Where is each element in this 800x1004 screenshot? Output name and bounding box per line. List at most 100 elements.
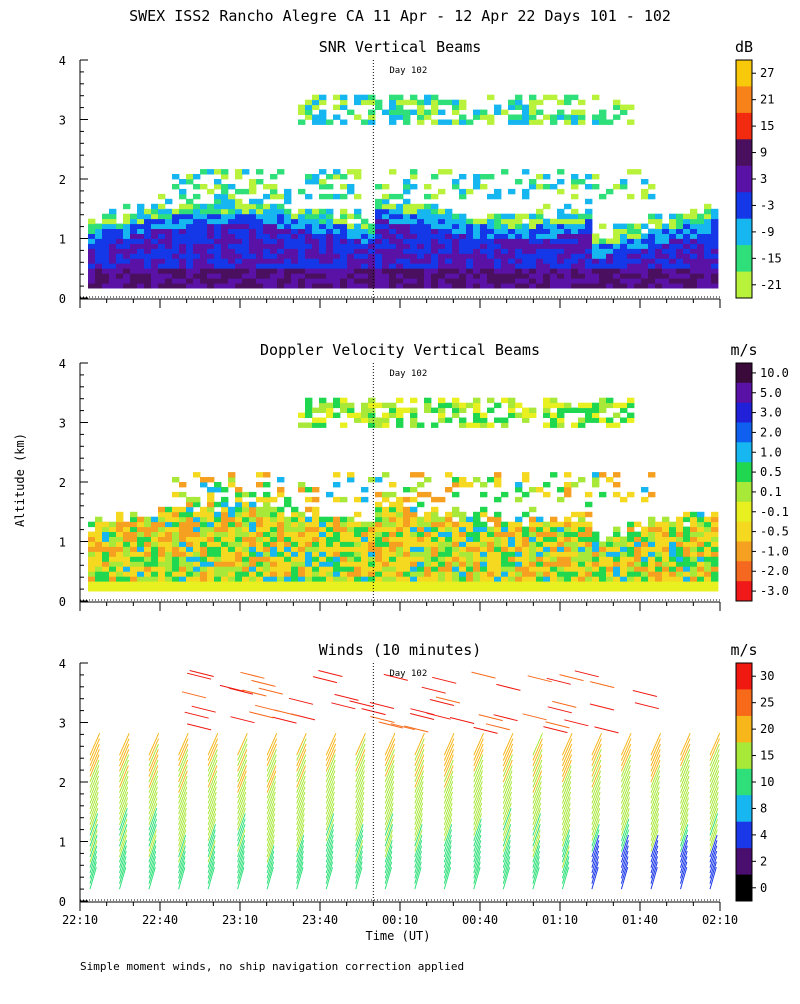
wind-barb [414,781,424,804]
wind-barb [237,732,248,756]
wind-barb [178,861,186,884]
heat-cell [592,407,600,413]
heat-cell [200,536,208,542]
heat-cell [158,213,166,220]
heat-cell [207,561,215,567]
heat-cell [494,586,502,592]
wind-barb [502,845,511,868]
heat-cell [186,238,194,244]
heat-cell [494,526,502,532]
heat-cell [606,551,614,557]
heat-cell [480,556,488,562]
wind-barb [650,743,661,767]
heat-cell [249,501,257,508]
colorbar-label: 25 [760,696,774,710]
heat-cell [585,531,593,537]
heat-cell [578,417,586,423]
heat-cell [529,233,537,239]
heat-cell [354,278,362,284]
heat-cell [669,526,677,532]
colorbar-label: 2.0 [760,425,782,439]
wind-barb [178,866,186,890]
wind-barb [384,845,393,868]
heat-cell [249,551,257,557]
heat-cell [613,526,621,532]
heat-cell [536,566,544,572]
wind-barb [591,738,602,761]
wind-barb [650,824,659,847]
heat-cell [431,556,439,562]
heat-cell [452,561,460,567]
heat-cell [333,556,341,562]
heat-cell [158,203,166,210]
heat-cell [375,238,383,244]
wind-barb [325,840,334,863]
wind-barb [709,866,717,890]
heat-cell [200,556,208,562]
wind-barb [325,754,336,777]
heat-cell [452,412,460,418]
heat-cell [634,581,642,587]
heat-cell [403,526,411,532]
heat-cell [431,203,439,210]
heat-cell [340,546,348,552]
wind-barb [384,738,396,761]
heat-cell [550,119,558,125]
wind-barb [443,791,453,815]
wind-barb [355,824,364,847]
heat-cell [354,174,362,180]
heat-cell [613,243,621,249]
heat-cell [221,273,229,279]
heat-cell [277,561,285,567]
heat-cell [207,526,215,532]
wind-barb [561,829,571,852]
heat-cell [459,253,467,259]
heat-cell [158,248,166,254]
heat-cell [291,576,299,582]
heat-cell [690,223,698,229]
heat-cell [564,536,572,542]
wind-barb [355,738,366,761]
wind-barb [620,813,630,836]
heat-cell [340,174,348,180]
heat-cell [165,223,173,229]
heat-cell [298,482,306,488]
heat-cell [641,541,649,547]
heat-cell [116,576,124,582]
wind-barb [414,845,423,868]
heat-cell [683,273,691,279]
wind-barb [561,824,571,847]
heat-cell [655,233,663,239]
heat-cell [529,243,537,249]
heat-cell [676,516,684,523]
wind-barb [680,802,689,825]
heat-cell [683,536,691,542]
colorbar-swatch [736,422,752,443]
heat-cell [557,521,565,528]
heat-cell [396,104,404,110]
heat-cell [417,541,425,547]
heat-cell [312,516,320,523]
heat-cell [445,263,453,269]
heat-cell [452,248,460,254]
heat-cell [396,417,404,423]
wind-barb [502,743,514,767]
wind-barb [620,786,631,809]
heat-cell [585,238,593,244]
heat-cell [459,566,467,572]
heat-cell [88,268,96,274]
wind-barb [502,802,512,825]
heat-cell [102,586,110,592]
heat-cell [382,541,390,547]
heat-cell [431,407,439,413]
heat-cell [487,243,495,249]
heat-cell [130,576,138,582]
wind-barb [502,797,512,820]
wind-barb [207,850,216,874]
heat-cell [613,412,621,418]
heat-cell [354,263,362,269]
colorbar-swatch [736,715,752,743]
heat-cell [382,521,390,528]
heat-cell [116,571,124,577]
heat-cell [291,581,299,587]
